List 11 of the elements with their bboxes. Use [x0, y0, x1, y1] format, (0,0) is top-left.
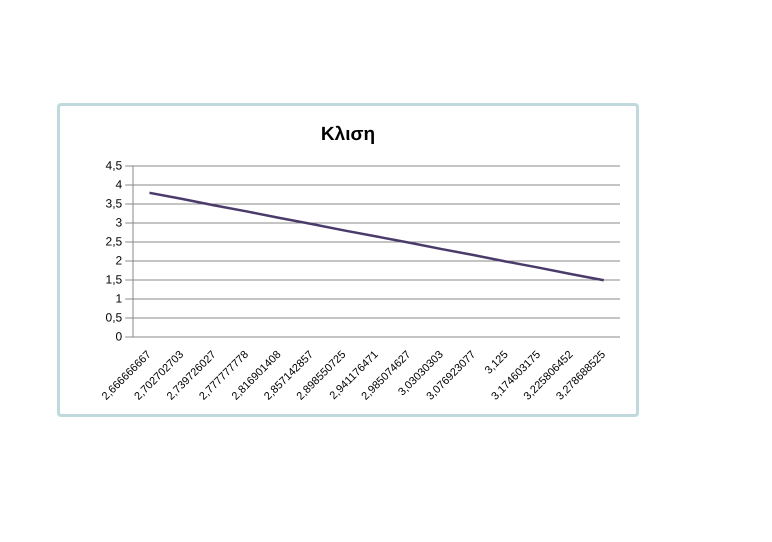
y-tick-label: 3,5 — [106, 196, 123, 211]
y-tick-label: 1,5 — [106, 272, 123, 287]
y-tick-label: 4 — [116, 178, 123, 192]
y-tick-label: 2,5 — [106, 234, 123, 249]
y-tick-label: 0 — [116, 330, 123, 344]
y-tick-label: 3 — [116, 216, 123, 230]
y-tick-label: 1 — [116, 292, 123, 306]
y-tick-label: 2 — [116, 254, 123, 268]
y-tick-label: 4,5 — [106, 158, 123, 173]
chart-title: Κλιση — [320, 124, 376, 146]
y-tick-label: 0,5 — [106, 310, 123, 325]
